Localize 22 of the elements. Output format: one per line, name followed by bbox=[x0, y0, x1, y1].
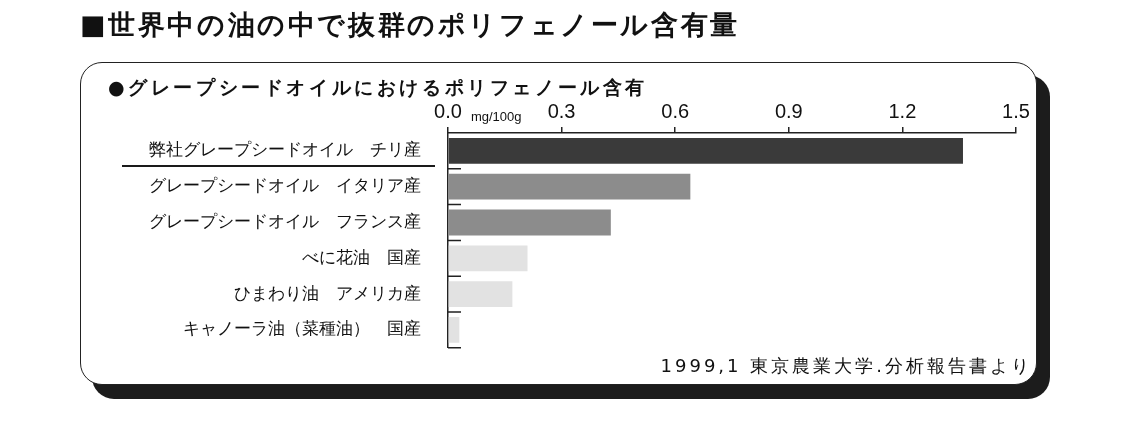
bar bbox=[448, 173, 691, 200]
text: 1999,1 東京農業大学.分析報告書より bbox=[660, 354, 1032, 378]
chart-subtitle: ●グレープシードオイルにおけるポリフェノール含有 bbox=[108, 75, 648, 100]
x-tick-label: 0.0 bbox=[434, 99, 462, 122]
x-tick-label: 0.9 bbox=[774, 99, 803, 122]
y-tick-label: 弊社グレープシードオイル チリ産 bbox=[149, 139, 421, 160]
chart-title: ■世界中の油の中で抜群のポリフェノール含有量 bbox=[80, 8, 740, 42]
y-tick-label: ひまわり油 アメリカ産 bbox=[234, 282, 421, 303]
x-tick-label: 0.6 bbox=[661, 99, 690, 122]
bar bbox=[448, 138, 963, 164]
x-axis-title: mg/100g bbox=[470, 109, 522, 124]
y-tick-label: グレープシードオイル イタリア産 bbox=[149, 175, 421, 196]
y-tick-label: グレープシードオイル フランス産 bbox=[149, 210, 421, 231]
bar bbox=[448, 245, 528, 272]
x-tick-label: 0.3 bbox=[547, 99, 576, 122]
y-tick-label: べに花油 国産 bbox=[302, 246, 421, 267]
bar bbox=[448, 281, 513, 307]
bar bbox=[448, 209, 611, 236]
x-tick-label: 1.5 bbox=[1002, 99, 1030, 122]
y-tick-label: キャノーラ油（菜種油） 国産 bbox=[183, 318, 421, 339]
bar bbox=[448, 317, 460, 343]
x-tick-label: 1.2 bbox=[888, 99, 917, 122]
